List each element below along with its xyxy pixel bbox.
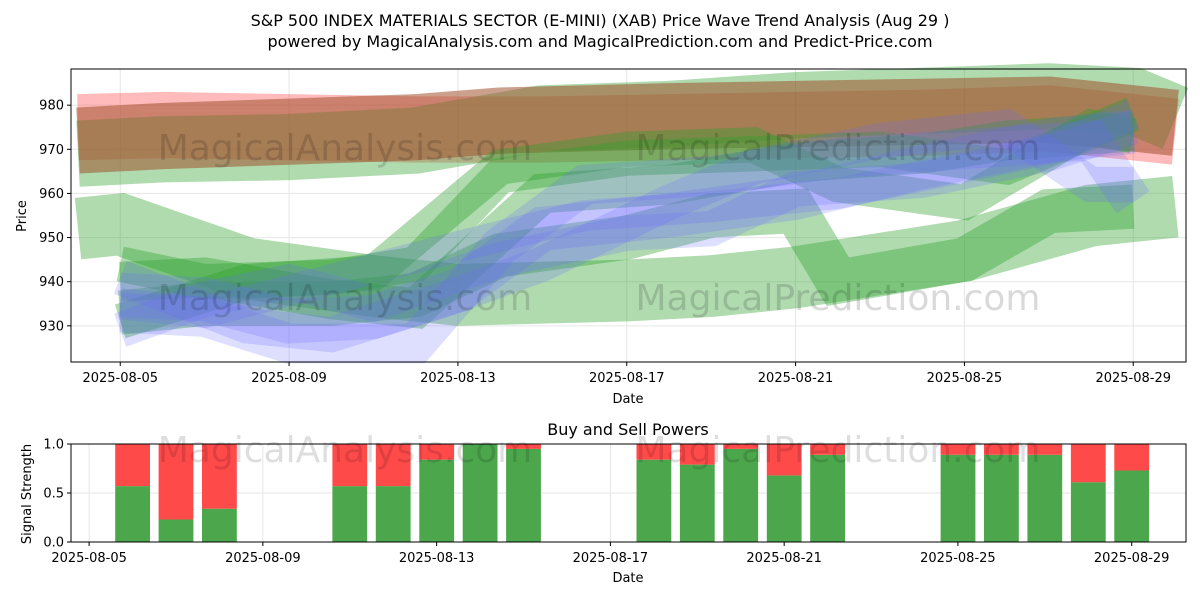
bottom-chart-title: Buy and Sell Powers (547, 420, 709, 439)
wave-band-green-5 (119, 111, 1135, 329)
sell-bar (375, 444, 411, 487)
top-y-tick-label: 980 (39, 99, 64, 114)
sell-bar (984, 444, 1019, 455)
sell-bar (1070, 444, 1106, 483)
sell-bar (419, 444, 455, 460)
bottom-y-tick-label: 1.0 (43, 438, 64, 453)
buy-bar (1114, 470, 1150, 542)
chart-subtitle: powered by MagicalAnalysis.com and Magic… (267, 32, 932, 51)
top-x-tick-label: 2025-08-09 (251, 371, 327, 386)
bottom-y-tick-label: 0.5 (43, 487, 64, 502)
wave-band-green-3 (74, 175, 1179, 326)
wave-band-blue-11 (113, 108, 1134, 353)
bottom-x-tick-label: 2025-08-21 (746, 551, 822, 566)
sell-bar (723, 444, 759, 449)
bottom-x-tick-label: 2025-08-09 (225, 551, 301, 566)
bottom-x-tick-label: 2025-08-25 (920, 551, 996, 566)
top-x-tick-label: 2025-08-25 (927, 371, 1003, 386)
wave-band-brown-2 (76, 76, 1179, 174)
top-y-axis-label: Price (15, 200, 30, 232)
buy-bar (679, 464, 715, 542)
top-y-tick-label: 930 (39, 319, 64, 334)
wave-band-green-6 (114, 108, 1137, 339)
sell-bar (332, 444, 368, 487)
sell-bar (679, 444, 715, 465)
top-x-tick-label: 2025-08-21 (758, 371, 834, 386)
watermark-text: MagicalAnalysis.com (158, 128, 532, 169)
bottom-x-tick-label: 2025-08-29 (1094, 551, 1170, 566)
watermark-text: MagicalPrediction.com (636, 278, 1041, 319)
chart-title: S&P 500 INDEX MATERIALS SECTOR (E-MINI) … (251, 11, 950, 30)
buy-bar (419, 459, 455, 542)
sell-bar (940, 444, 976, 455)
buy-bar (723, 448, 759, 542)
wave-band-green-7 (116, 97, 1141, 300)
sell-bar (766, 444, 802, 476)
watermark-text: MagicalPrediction.com (636, 128, 1041, 169)
wave-band-green-4 (117, 184, 1135, 335)
buy-bar (1027, 454, 1063, 542)
buy-bar (940, 454, 976, 542)
top-y-ticks: 930 940 950 960 970 980 (39, 99, 71, 334)
buy-bar (506, 448, 541, 542)
wave-band-blue-8 (119, 109, 1136, 344)
top-x-tick-label: 2025-08-05 (82, 371, 158, 386)
top-x-axis-label: Date (612, 392, 643, 407)
buy-bar (375, 486, 411, 542)
bottom-y-ticks: 0.0 0.5 1.0 (43, 438, 71, 551)
top-x-tick-label: 2025-08-29 (1095, 371, 1171, 386)
bottom-y-axis-label: Signal Strength (20, 444, 35, 544)
bottom-x-axis-label: Date (612, 571, 643, 586)
buy-bar (202, 508, 237, 542)
wave-band-blue-12 (118, 99, 1140, 329)
bottom-x-tick-label: 2025-08-05 (51, 551, 127, 566)
top-plot-frame (70, 68, 1187, 363)
top-x-tick-label: 2025-08-17 (589, 371, 665, 386)
buy-bar (636, 459, 672, 542)
sell-bar (1114, 444, 1150, 471)
sell-bar (158, 444, 194, 520)
sell-bar (202, 444, 237, 509)
sell-bar (1027, 444, 1063, 455)
bottom-panel: Buy and Sell Powers MagicalAnalysis.com M… (20, 420, 1187, 586)
buy-bar (1070, 482, 1106, 542)
wave-band-blue-9 (119, 119, 1150, 364)
buy-bar (766, 475, 802, 542)
wave-bands (74, 63, 1189, 364)
top-y-tick-label: 950 (39, 231, 64, 246)
sell-bar (506, 444, 541, 449)
watermark-text: MagicalAnalysis.com (158, 430, 532, 471)
bottom-x-ticks: 2025-08-05 2025-08-09 2025-08-13 2025-08-17… (51, 542, 1169, 566)
bottom-x-tick-label: 2025-08-17 (573, 551, 649, 566)
watermark-text: MagicalPrediction.com (636, 430, 1041, 471)
top-x-ticks: 2025-08-05 2025-08-09 2025-08-13 2025-08-17… (82, 362, 1171, 386)
buy-sell-bars (115, 444, 1150, 542)
top-panel: MagicalAnalysis.com MagicalPrediction.com… (15, 63, 1189, 407)
top-y-tick-label: 940 (39, 275, 64, 290)
bottom-x-tick-label: 2025-08-13 (399, 551, 475, 566)
buy-bar (984, 454, 1019, 542)
top-watermarks: MagicalAnalysis.com MagicalPrediction.com… (158, 128, 1041, 319)
watermark-text: MagicalAnalysis.com (158, 278, 532, 319)
buy-bar (115, 486, 150, 542)
sell-bar (810, 444, 845, 455)
buy-bar (158, 519, 194, 542)
buy-bar (462, 444, 498, 542)
sell-bar (115, 444, 150, 487)
wave-band-blue-10 (114, 110, 1139, 347)
sell-bar (636, 444, 672, 460)
buy-bar (810, 454, 845, 542)
bottom-watermarks: MagicalAnalysis.com MagicalPrediction.com (158, 430, 1041, 471)
top-x-tick-label: 2025-08-13 (420, 371, 496, 386)
top-y-tick-label: 960 (39, 187, 64, 202)
top-y-tick-label: 970 (39, 143, 64, 158)
bottom-y-tick-label: 0.0 (43, 536, 64, 551)
buy-bar (332, 486, 368, 542)
